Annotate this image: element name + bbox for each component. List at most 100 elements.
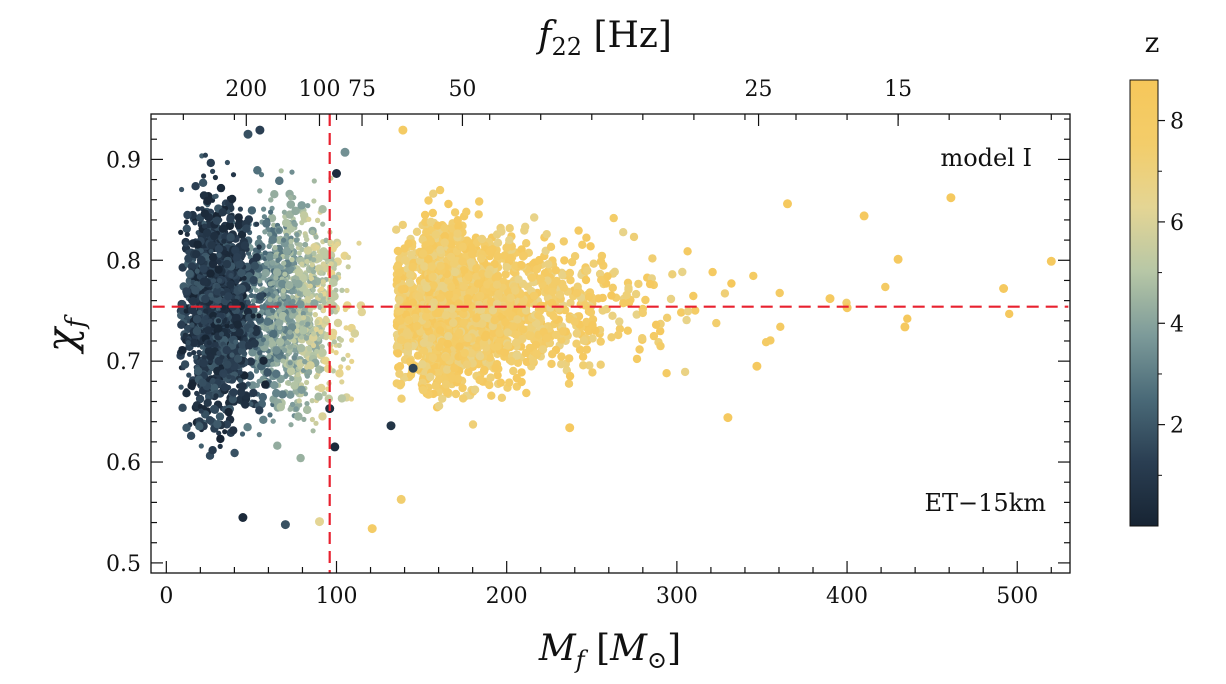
data-point [450,208,460,217]
data-point [192,327,202,336]
data-point [237,206,243,212]
data-point [235,328,244,337]
data-point [267,412,273,418]
data-point [269,260,276,266]
data-point [318,270,324,276]
data-point [234,279,240,285]
data-point [290,401,296,408]
data-point [458,242,467,252]
data-point [278,390,287,399]
data-point [197,309,203,316]
data-point [491,273,500,283]
data-point [581,275,591,285]
data-point [467,348,476,358]
data-point [192,354,199,360]
data-point [474,300,484,310]
data-point [323,237,329,243]
data-point [273,441,282,450]
data-point [656,341,665,351]
data-point [682,315,691,325]
data-point [608,311,617,320]
data-point [453,216,462,225]
data-point [294,268,304,277]
data-point [186,431,196,440]
data-point [263,288,269,294]
data-point [412,227,422,236]
data-point [309,416,315,423]
data-point [294,232,300,238]
data-point [198,248,204,254]
data-point [178,384,184,390]
data-point [286,224,296,233]
data-point [270,418,276,424]
data-point [281,260,287,266]
data-point [491,363,500,372]
data-point [238,382,247,391]
data-point [436,261,445,271]
data-point [230,448,239,458]
data-point [178,403,187,412]
data-point [557,352,566,361]
data-point [291,355,297,361]
data-point [548,287,557,296]
data-point [321,391,327,397]
data-point [215,412,225,421]
data-point [450,364,459,373]
data-point [296,398,302,404]
data-point [228,395,237,404]
data-point [306,361,315,370]
data-point [596,360,605,369]
data-point [263,260,269,266]
data-point [269,329,278,339]
data-point [460,303,469,313]
data-point [460,348,469,358]
data-point [276,227,282,234]
data-point [444,290,454,300]
data-point [310,342,317,349]
data-point [749,271,758,281]
data-point [225,221,235,231]
data-point [208,446,217,455]
data-point [530,213,539,222]
data-point [333,318,343,328]
data-point [293,237,299,243]
data-point [321,299,327,305]
data-point [472,314,481,323]
data-point [586,242,595,251]
data-point [420,210,430,220]
data-point [210,278,217,284]
data-point [309,262,315,268]
data-point [319,286,325,292]
data-point [197,403,203,409]
data-point [572,339,581,348]
data-point [304,379,310,386]
data-point [434,401,444,411]
data-point [427,302,437,312]
data-point [532,349,541,358]
data-point [395,369,404,378]
data-point [572,289,582,298]
data-point [393,246,403,256]
data-point [321,356,330,365]
data-point [314,253,323,263]
data-point [585,361,594,370]
data-point [188,305,197,315]
data-point [241,275,247,281]
data-point [619,228,628,237]
data-point [689,291,698,301]
data-point [275,318,284,327]
data-point [252,327,261,337]
data-point [320,307,327,313]
data-point [651,320,661,329]
data-point [395,306,404,315]
data-point [275,257,281,263]
data-point [357,307,366,317]
data-point [314,385,320,391]
data-point [903,314,912,323]
data-point [331,339,337,345]
data-point [525,330,535,340]
data-point [266,243,272,249]
data-point [259,402,265,408]
data-point [230,172,237,178]
data-point [480,365,489,375]
